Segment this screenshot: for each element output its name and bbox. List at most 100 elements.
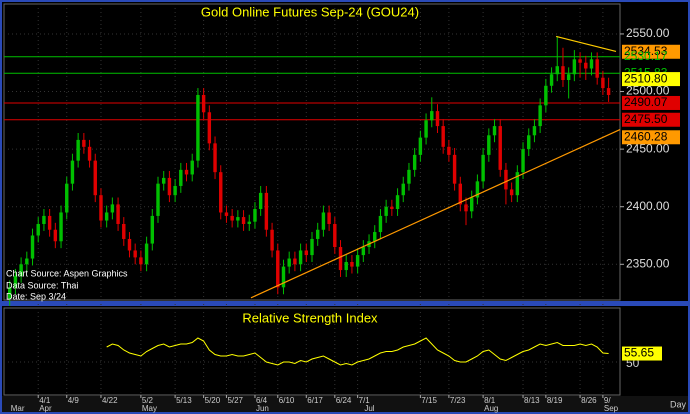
y-tick-label: 2450.00 — [626, 141, 670, 155]
level-box — [622, 112, 680, 127]
labels: 2350.00 2400.00 2450.00 2500.00 2550.00 4/1 4/… — [11, 26, 680, 413]
candle-body — [373, 232, 377, 242]
candle-body — [418, 137, 423, 155]
candle-body — [475, 181, 480, 198]
candle-body — [315, 229, 320, 239]
date-axis — [2, 396, 688, 412]
candle-body — [144, 243, 149, 265]
candle-body — [116, 204, 120, 224]
candle-body — [196, 94, 200, 161]
candle-body — [230, 215, 234, 221]
x-tick-label: 5/20 — [205, 396, 221, 405]
candle-body — [601, 77, 605, 89]
candle-body — [355, 255, 360, 267]
candle-body — [338, 247, 343, 271]
candle-body — [544, 85, 548, 106]
y-tick-label: 2550.00 — [626, 26, 670, 40]
month-label: Jul — [364, 404, 374, 413]
x-tick-label: 6/10 — [279, 396, 295, 405]
rsi-value-box — [622, 346, 662, 361]
candle-body — [236, 217, 240, 221]
candle-body — [527, 135, 531, 150]
candle-body — [25, 258, 29, 265]
x-tick-label: 7/23 — [450, 396, 466, 405]
trendline — [250, 128, 621, 299]
x-tick-label: 8/1 — [484, 396, 496, 405]
candle-body — [281, 266, 286, 288]
candle-body — [344, 261, 348, 271]
candle-body — [304, 250, 309, 256]
candle-body — [7, 287, 12, 299]
candle-body — [104, 212, 109, 221]
candle-body — [30, 235, 35, 259]
candle-body — [469, 197, 474, 212]
candle-body — [481, 154, 485, 182]
candle-body — [99, 195, 103, 221]
candle-body — [549, 74, 554, 86]
chart-title: Gold Online Futures Sep-24 (GOU24) — [201, 4, 419, 19]
rsi-value-label: 55.65 — [624, 346, 654, 360]
candle-body — [509, 189, 514, 196]
candle-body — [247, 221, 251, 224]
candle-body — [333, 223, 337, 248]
x-tick-label: 8/26 — [581, 396, 597, 405]
candle-body — [293, 258, 297, 265]
candle-body — [190, 160, 194, 175]
candle-body — [310, 238, 314, 256]
candle-body — [401, 183, 405, 196]
candle-body — [139, 257, 143, 265]
trendline — [555, 35, 617, 53]
candle-body — [498, 126, 502, 170]
candle-body — [521, 149, 525, 173]
month-label: Mar — [11, 404, 25, 413]
candle-body — [555, 66, 559, 75]
x-tick-label: 4/9 — [68, 396, 80, 405]
y-tick-label: 2500.00 — [626, 84, 670, 98]
candle-body — [167, 177, 172, 196]
rsi-panel — [3, 307, 621, 396]
candle-body — [47, 215, 52, 230]
candle-body — [487, 135, 491, 155]
x-tick-label: 6/24 — [336, 396, 352, 405]
x-tick-label: 4/22 — [102, 396, 118, 405]
y-tick-label: 2350.00 — [626, 256, 670, 270]
annotation: Date: Sep 3/24 — [6, 291, 66, 301]
candle-body — [213, 143, 217, 173]
level-label: 2510.80 — [624, 71, 668, 85]
x-tick-label: 4/1 — [39, 396, 51, 405]
marks — [4, 35, 621, 366]
candle-body — [161, 177, 166, 184]
x-unit-label: Day — [670, 399, 687, 409]
candle-body — [82, 139, 86, 147]
grid — [4, 4, 624, 398]
month-label: May — [142, 404, 157, 413]
annotation: Data Source: Thai — [6, 280, 78, 290]
candle-body — [595, 59, 599, 78]
candle-body — [584, 62, 588, 69]
candle-body — [42, 215, 46, 224]
candle-body — [458, 183, 463, 205]
candle-body — [276, 250, 280, 288]
candle-body — [515, 172, 520, 196]
price-panel — [3, 3, 621, 301]
month-label: Jun — [256, 404, 269, 413]
candle-body — [270, 229, 274, 251]
candle-body — [561, 66, 565, 81]
candle-body — [361, 247, 366, 256]
x-tick-label: 8/19 — [547, 396, 563, 405]
candle-body — [447, 146, 451, 155]
level-label: 2475.50 — [624, 112, 668, 126]
candle-body — [59, 212, 63, 242]
candle-body — [464, 204, 468, 212]
candle-body — [258, 192, 263, 210]
candle-body — [93, 160, 97, 196]
candle-body — [53, 229, 58, 242]
rsi-line — [106, 337, 609, 366]
candle-body — [430, 111, 434, 121]
month-label: Apr — [39, 404, 52, 413]
candle-body — [395, 195, 400, 210]
candle-body — [179, 169, 183, 186]
y-tick-label: 2400.00 — [626, 199, 670, 213]
